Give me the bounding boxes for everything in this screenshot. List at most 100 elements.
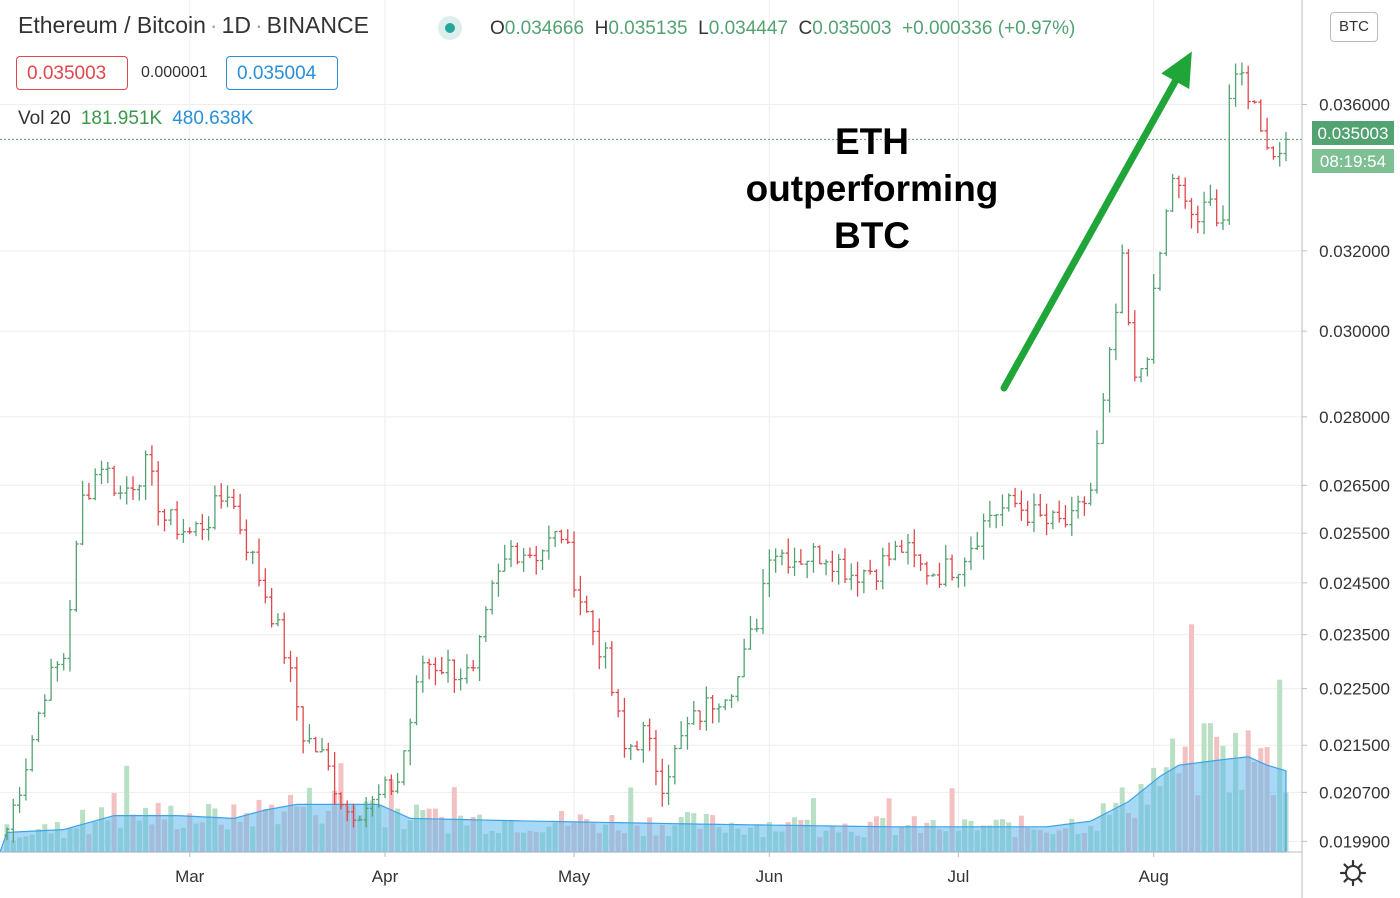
price-bar <box>886 542 892 567</box>
price-bar <box>256 538 262 587</box>
price-bar <box>785 538 791 574</box>
last-price-label: 0.035003 <box>1318 124 1389 143</box>
price-bar <box>634 740 640 751</box>
volume-ma-area <box>0 756 1287 853</box>
price-bar <box>294 656 300 721</box>
price-bar <box>911 529 917 568</box>
price-bar <box>892 540 898 561</box>
market-status-icon[interactable] <box>438 16 462 40</box>
price-bar <box>1113 303 1119 361</box>
x-tick-label: Aug <box>1139 867 1169 886</box>
price-bar <box>1006 493 1012 512</box>
exchange-label: BINANCE <box>266 12 369 38</box>
price-bar <box>949 554 955 581</box>
time-axis[interactable]: Mar Apr May Jun Jul Aug <box>0 851 1302 886</box>
price-bar <box>836 554 842 585</box>
price-bar <box>288 650 294 682</box>
price-bar <box>722 699 728 711</box>
sell-price-button[interactable]: 0.035003 <box>16 56 128 90</box>
currency-button[interactable]: BTC <box>1330 12 1378 42</box>
price-bar <box>678 721 684 750</box>
price-bar <box>111 465 117 496</box>
price-bar <box>792 547 798 576</box>
price-bar <box>943 545 949 587</box>
price-bar <box>445 649 451 683</box>
y-tick-label: 0.028000 <box>1319 408 1390 427</box>
price-bar <box>67 599 73 672</box>
price-bar <box>703 686 709 731</box>
price-bar <box>1088 482 1094 506</box>
price-bar <box>558 529 564 544</box>
price-bar <box>1233 63 1239 107</box>
price-bar <box>269 587 275 628</box>
price-bar <box>10 798 16 843</box>
y-tick-label: 0.032000 <box>1319 242 1390 261</box>
price-bar <box>741 638 747 678</box>
settings-gear-icon[interactable] <box>1338 858 1368 888</box>
price-bar <box>470 659 476 672</box>
price-bar <box>1170 173 1176 212</box>
price-bar <box>4 827 10 841</box>
price-bar <box>1056 500 1062 523</box>
price-bar <box>1283 131 1289 162</box>
price-bar <box>376 784 382 808</box>
price-bar <box>880 547 886 590</box>
price-bar <box>1132 310 1138 382</box>
x-tick-label: May <box>558 867 591 886</box>
price-bar <box>168 509 174 526</box>
price-bar <box>596 618 602 670</box>
price-bar <box>439 656 445 675</box>
price-bar <box>1050 510 1056 530</box>
price-axis[interactable]: 0.036000 0.032000 0.030000 0.028000 0.026500… <box>1301 0 1394 898</box>
volume-ma-value: 480.638K <box>172 108 254 129</box>
volume-bar <box>886 798 892 852</box>
price-bar <box>451 659 457 693</box>
price-bar <box>773 548 779 573</box>
price-bar <box>1188 198 1194 229</box>
price-bar <box>936 562 942 588</box>
price-bar <box>199 514 205 541</box>
x-tick-label: Mar <box>175 867 205 886</box>
price-bar <box>1100 393 1106 445</box>
price-bar <box>275 613 281 627</box>
price-bar <box>495 563 501 597</box>
annotation-line-1: ETH <box>835 121 909 162</box>
price-bar <box>817 545 823 565</box>
high-value: 0.035135 <box>608 18 688 39</box>
price-bar <box>351 803 357 828</box>
price-bar <box>338 792 344 810</box>
volume-legend[interactable]: Vol 20 181.951K 480.638K <box>18 108 254 130</box>
price-bar <box>1075 495 1081 519</box>
price-bar <box>1220 205 1226 231</box>
price-bar <box>426 658 432 680</box>
trend-arrow <box>1000 51 1192 392</box>
volume-bar <box>1188 624 1194 852</box>
volume-bar <box>810 798 816 852</box>
price-bar <box>1195 205 1201 234</box>
price-bar <box>162 508 168 532</box>
symbol-title[interactable]: Ethereum / Bitcoin · 1D · BINANCE <box>18 12 369 39</box>
low-value: 0.034447 <box>708 18 788 39</box>
price-bar <box>73 540 79 612</box>
volume-bar <box>949 788 955 852</box>
price-bar <box>432 657 438 686</box>
price-bar <box>382 776 388 799</box>
price-bar <box>1264 117 1270 150</box>
price-bar <box>565 529 571 545</box>
price-bar <box>710 695 716 724</box>
price-bar <box>36 711 42 743</box>
price-bar <box>766 549 772 598</box>
spread-value: 0.000001 <box>141 64 208 81</box>
trend-arrow-head <box>1161 51 1192 90</box>
price-bar <box>464 654 470 684</box>
price-bar <box>527 547 533 559</box>
price-bar <box>1214 189 1220 227</box>
buy-price-button[interactable]: 0.035004 <box>226 56 338 90</box>
y-tick-label: 0.030000 <box>1319 322 1390 341</box>
price-bar <box>1062 505 1068 528</box>
price-bar <box>842 548 848 583</box>
price-bar <box>313 736 319 753</box>
price-bar <box>250 550 256 565</box>
price-bar <box>1163 209 1169 257</box>
